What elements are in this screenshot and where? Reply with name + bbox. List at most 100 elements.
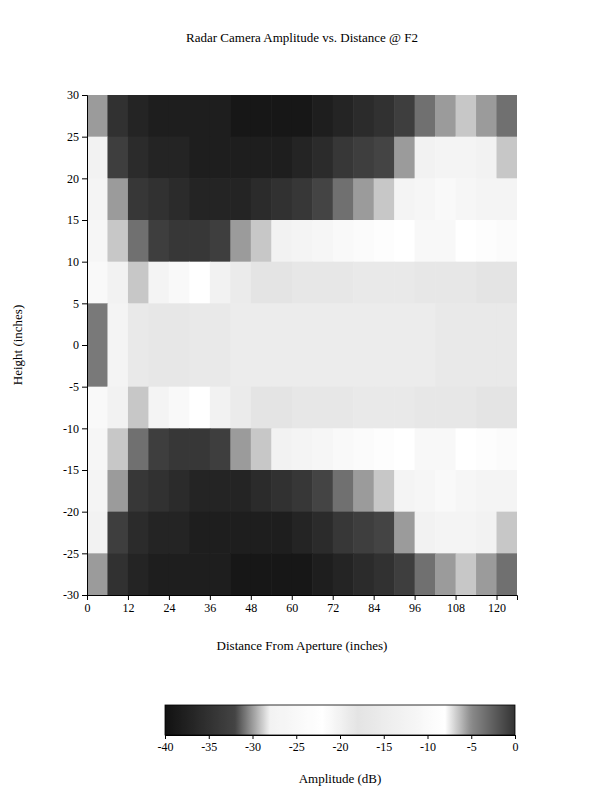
heatmap-cell: [210, 303, 231, 345]
heatmap-cell: [148, 220, 169, 262]
y-tick-mark: [82, 262, 87, 263]
colorbar-tick-mark: [428, 735, 429, 739]
heatmap-cell: [415, 512, 436, 554]
heatmap-cell: [251, 220, 272, 262]
heatmap-cell: [230, 262, 251, 304]
heatmap-cell: [210, 428, 231, 470]
x-tick-label: 120: [488, 601, 506, 615]
heatmap-cell: [107, 95, 128, 137]
heatmap-cell: [456, 428, 477, 470]
heatmap-cell: [312, 262, 333, 304]
heatmap-cell: [394, 262, 415, 304]
y-tick: -25: [63, 547, 87, 561]
x-tick-label: 72: [327, 601, 339, 615]
chart: Radar Camera Amplitude vs. Distance @ F2…: [0, 0, 589, 809]
heatmap-cell: [374, 345, 395, 387]
y-tick: -5: [69, 380, 87, 394]
heatmap-cell: [435, 512, 456, 554]
x-tick-label: 96: [409, 601, 421, 615]
heatmap-cell: [148, 553, 169, 595]
y-axis-title: Height (inches): [10, 305, 25, 386]
x-tick: 96: [409, 595, 421, 615]
heatmap-cell: [333, 428, 354, 470]
heatmap-cell: [374, 428, 395, 470]
heatmap-cell: [353, 220, 374, 262]
heatmap-cell: [210, 137, 231, 179]
y-tick-mark: [82, 345, 87, 346]
heatmap-cell: [189, 553, 210, 595]
heatmap-cell: [333, 137, 354, 179]
colorbar-tick: -40: [158, 735, 174, 754]
heatmap-cell: [292, 303, 313, 345]
x-tick-mark: [128, 595, 129, 600]
heatmap-cell: [497, 428, 517, 470]
heatmap-cell: [292, 262, 313, 304]
heatmap-cell: [87, 512, 108, 554]
colorbar-tick: 0: [513, 735, 519, 754]
heatmap-cell: [107, 303, 128, 345]
x-tick-mark: [333, 595, 334, 600]
heatmap-cell: [456, 178, 477, 220]
heatmap-cell: [169, 387, 190, 429]
heatmap-cell: [87, 220, 108, 262]
colorbar-tick-label: 0: [513, 740, 519, 754]
y-tick-label: -5: [69, 380, 79, 394]
y-tick-mark: [82, 512, 87, 513]
heatmap-cell: [333, 512, 354, 554]
y-tick-mark: [82, 428, 87, 429]
y-tick: 10: [67, 255, 87, 269]
heatmap-cell: [148, 345, 169, 387]
heatmap-cell: [230, 428, 251, 470]
x-tick-label: 0: [85, 601, 91, 615]
heatmap-cell: [107, 553, 128, 595]
heatmap-cell: [210, 178, 231, 220]
heatmap-cell: [87, 470, 108, 512]
heatmap-cell: [210, 262, 231, 304]
heatmap-cell: [415, 387, 436, 429]
heatmap-cell: [456, 512, 477, 554]
heatmap-cell: [497, 345, 517, 387]
heatmap-cell: [107, 387, 128, 429]
heatmap-cell: [353, 553, 374, 595]
heatmap-cell: [435, 262, 456, 304]
y-tick: -15: [63, 463, 87, 477]
heatmap-cell: [251, 95, 272, 137]
heatmap-cell: [394, 137, 415, 179]
heatmap-cell: [251, 303, 272, 345]
heatmap-cell: [497, 178, 517, 220]
heatmap-cell: [148, 470, 169, 512]
x-tick-mark: [415, 595, 416, 600]
heatmap-cell: [128, 262, 149, 304]
heatmap-cell: [312, 345, 333, 387]
heatmap-cell: [128, 345, 149, 387]
heatmap-cell: [87, 428, 108, 470]
heatmap-cell: [435, 137, 456, 179]
heatmap-cell: [169, 428, 190, 470]
heatmap-cell: [333, 470, 354, 512]
heatmap-cell: [374, 220, 395, 262]
colorbar-axis-line: [166, 736, 516, 740]
heatmap-cell: [374, 387, 395, 429]
heatmap-cell: [230, 95, 251, 137]
heatmap-cell: [435, 387, 456, 429]
colorbar-tick-mark: [165, 735, 166, 739]
heatmap-cell: [476, 95, 497, 137]
colorbar-tick: -15: [376, 735, 392, 754]
heatmap-cell: [87, 137, 108, 179]
heatmap-cell: [251, 428, 272, 470]
heatmap-cell: [312, 220, 333, 262]
heatmap-cell: [210, 553, 231, 595]
heatmap-cell: [169, 262, 190, 304]
heatmap-cell: [333, 553, 354, 595]
y-tick-label: -15: [63, 463, 79, 477]
heatmap-cell: [292, 95, 313, 137]
x-tick: 24: [163, 595, 175, 615]
heatmap-cell: [292, 470, 313, 512]
heatmap-cell: [497, 95, 517, 137]
heatmap-cell: [476, 553, 497, 595]
heatmap-cell: [394, 345, 415, 387]
heatmap-cell: [456, 95, 477, 137]
heatmap-cell: [353, 428, 374, 470]
colorbar-tick: -10: [420, 735, 436, 754]
colorbar-tick-mark: [340, 735, 341, 739]
